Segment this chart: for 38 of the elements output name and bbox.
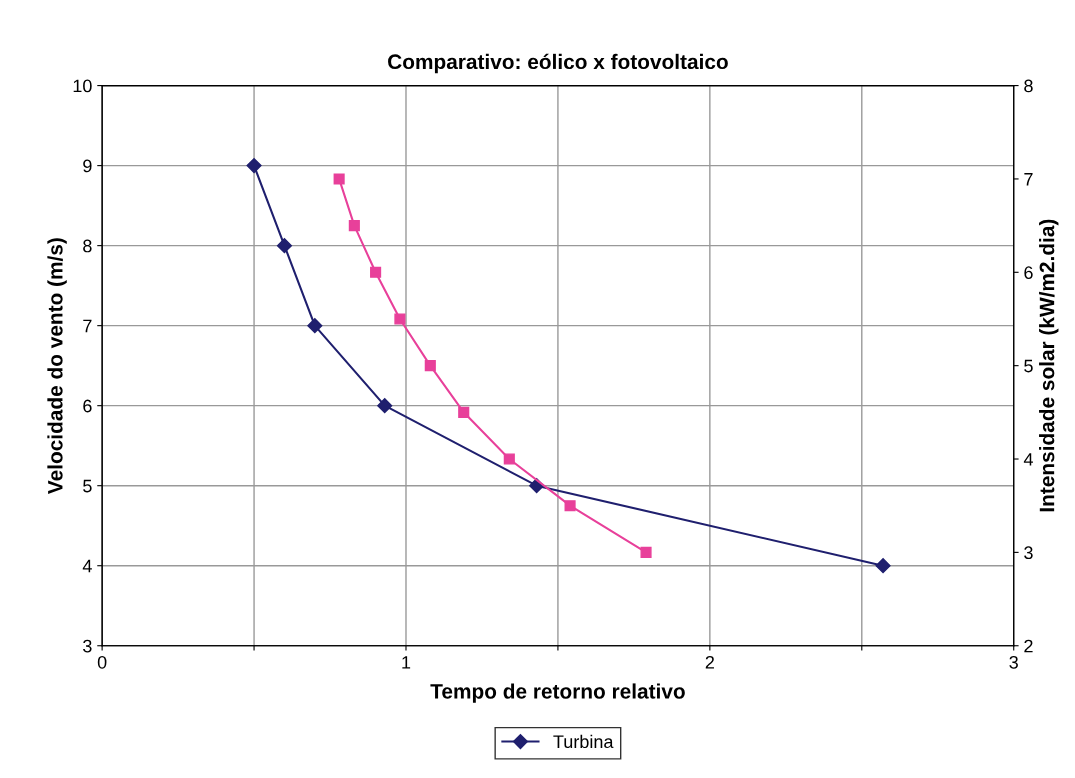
y-tick-label: 7 xyxy=(83,319,92,333)
point xyxy=(424,360,436,372)
x-tick-label: 0 xyxy=(97,655,107,669)
x-tick-label: 1 xyxy=(402,656,411,669)
point xyxy=(377,398,393,414)
point xyxy=(307,318,323,334)
x-tick-label: 3 xyxy=(1009,655,1018,669)
y2-axis-title: Intensidade solar (kW/m2.dia) xyxy=(1039,219,1059,512)
y2-tick-label: 5 xyxy=(1024,359,1033,373)
legend-label: Turbina xyxy=(553,734,614,749)
point xyxy=(875,558,891,574)
point xyxy=(640,546,652,558)
y2-tick-label: 8 xyxy=(1024,79,1033,93)
y2-tick-label: 6 xyxy=(1024,266,1033,280)
point xyxy=(564,500,576,512)
y2-tick-label: 7 xyxy=(1024,173,1033,186)
y-tick-label: 8 xyxy=(83,239,92,253)
point xyxy=(333,173,345,185)
y-tick-label: 9 xyxy=(83,159,92,173)
y-tick-label: 4 xyxy=(82,559,92,573)
y-axis-title: Velocidade do vento (m/s) xyxy=(47,238,67,495)
y2-tick-label: 4 xyxy=(1023,453,1033,466)
y2-tick-label: 3 xyxy=(1024,546,1033,560)
point xyxy=(394,313,406,325)
y-tick-label: 10 xyxy=(73,79,92,93)
point xyxy=(458,406,470,418)
y2-tick-label: 2 xyxy=(1024,639,1033,653)
chart-title: Comparativo: eólico x fotovoltaico xyxy=(388,53,728,74)
x-tick-label: 2 xyxy=(705,655,714,669)
y-tick-label: 3 xyxy=(83,639,92,653)
point xyxy=(503,453,515,465)
point xyxy=(246,158,262,174)
x-axis-title: Tempo de retorno relativo xyxy=(430,683,685,703)
y-tick-label: 6 xyxy=(83,399,92,413)
point xyxy=(276,238,293,254)
point xyxy=(348,220,360,232)
y-tick-label: 5 xyxy=(83,479,92,493)
point xyxy=(370,266,382,278)
